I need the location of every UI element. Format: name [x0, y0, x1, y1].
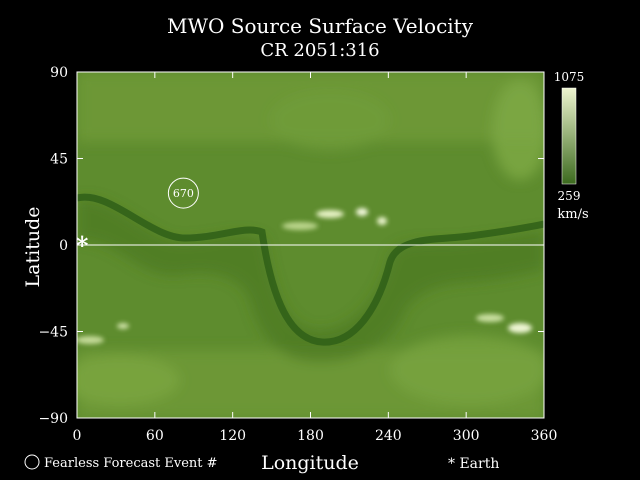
y-tick-label: 45: [50, 152, 68, 168]
fast-wind-streaks: [77, 208, 532, 344]
y-tick-label: −90: [38, 411, 68, 427]
x-tick-label: 120: [219, 428, 246, 444]
chart-title: MWO Source Surface Velocity: [166, 14, 474, 38]
earth-marker: *: [76, 231, 89, 260]
x-tick-label: 60: [146, 428, 164, 444]
x-tick-label: 240: [375, 428, 402, 444]
colorbar: [561, 87, 577, 185]
y-axis-label: Latitude: [22, 207, 44, 288]
event-label: 670: [173, 187, 194, 200]
colorbar-unit-label: km/s: [557, 207, 588, 222]
colorbar-max-label: 1075: [554, 70, 585, 84]
x-tick-label: 300: [453, 428, 480, 444]
map-markers: 670 *: [76, 177, 199, 260]
x-tick-label: 360: [531, 428, 558, 444]
axes: 0 60 120 180 240 300 360 90 45 0 −45 −90: [38, 65, 557, 444]
earth-legend-label: * Earth: [448, 456, 499, 472]
y-tick-label: −45: [38, 325, 68, 341]
x-tick-label: 0: [73, 428, 82, 444]
event-circle: [167, 177, 199, 209]
x-axis-label: Longitude: [261, 452, 359, 474]
chart-subtitle: CR 2051:316: [260, 40, 380, 61]
event-legend-label: Fearless Forecast Event #: [44, 456, 218, 471]
x-tick-label: 180: [297, 428, 324, 444]
y-tick-label: 90: [50, 65, 68, 81]
colorbar-min-label: 259: [558, 189, 581, 203]
neutral-line: [77, 193, 544, 346]
event-legend-circle-icon: [24, 454, 40, 470]
y-tick-label: 0: [59, 238, 68, 254]
